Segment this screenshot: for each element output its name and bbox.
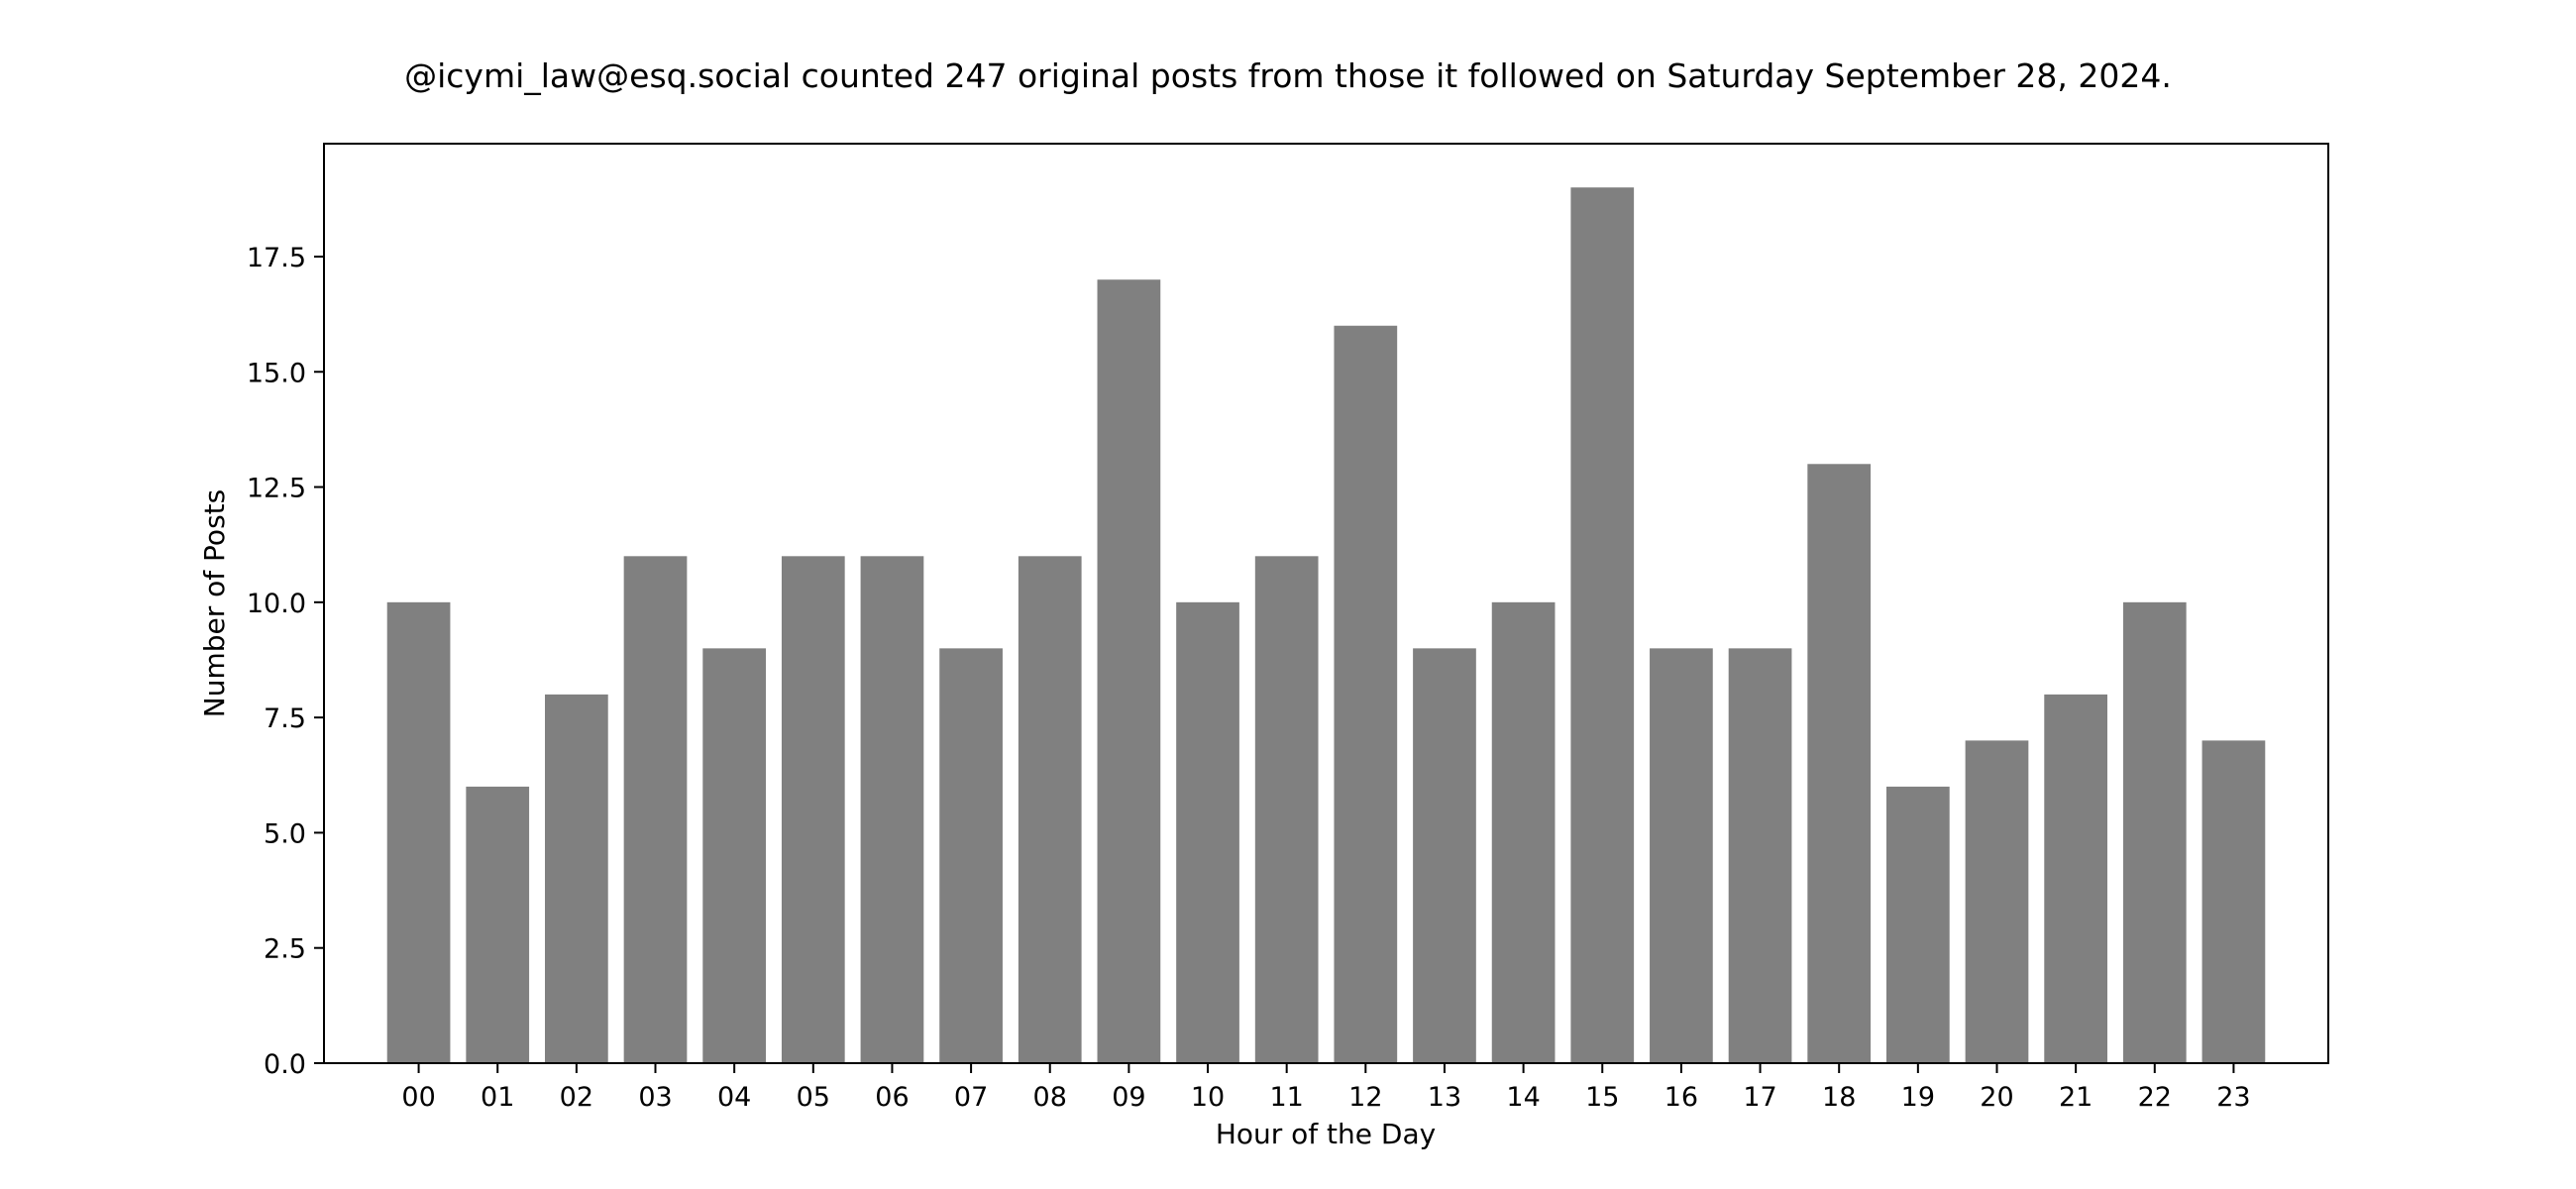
y-tick-label: 17.5: [247, 243, 306, 273]
x-axis: 00 01 02 03 04 05 06 07 08 09 10 11 12 13 14 15 16 17 18 19…: [401, 1063, 2251, 1113]
x-tick-label: 20: [1980, 1082, 2013, 1113]
x-axis-label: Hour of the Day: [1216, 1118, 1436, 1150]
x-tick-label: 13: [1428, 1082, 1461, 1113]
bar-14: [1491, 601, 1556, 1063]
x-tick-label: 08: [1033, 1082, 1067, 1113]
x-tick-label: 12: [1348, 1082, 1382, 1113]
x-tick-label: 10: [1191, 1082, 1225, 1113]
y-tick-label: 2.5: [264, 934, 306, 965]
bar-22: [2122, 601, 2187, 1063]
bar-19: [1885, 786, 1950, 1063]
plot-frame: [323, 143, 2329, 1064]
x-tick-label: 17: [1743, 1082, 1776, 1113]
y-tick-label: 0.0: [264, 1049, 306, 1080]
x-tick-label: 19: [1901, 1082, 1935, 1113]
bar-08: [1018, 556, 1082, 1063]
y-tick-label: 15.0: [247, 358, 306, 388]
x-tick-label: 00: [401, 1082, 435, 1113]
x-tick-label: 22: [2138, 1082, 2172, 1113]
bar-21: [2044, 694, 2107, 1063]
x-tick-label: 03: [638, 1082, 672, 1113]
x-tick-label: 09: [1112, 1082, 1145, 1113]
x-tick-label: 01: [481, 1082, 514, 1113]
bar-01: [466, 786, 530, 1063]
bar-12: [1334, 325, 1398, 1063]
y-tick-label: 10.0: [247, 589, 306, 619]
y-axis: 0.0 2.5 5.0 7.5 10.0 12.5 15.0 17.5: [247, 243, 324, 1080]
x-tick-label: 11: [1269, 1082, 1303, 1113]
bar-04: [702, 648, 767, 1063]
x-tick-label: 14: [1506, 1082, 1540, 1113]
y-tick-label: 12.5: [247, 474, 306, 504]
bar-09: [1097, 279, 1161, 1064]
bar-15: [1570, 187, 1635, 1063]
bars-group: [386, 187, 2266, 1064]
x-tick-label: 07: [954, 1082, 988, 1113]
bar-17: [1728, 648, 1792, 1063]
bar-20: [1965, 740, 2029, 1063]
x-tick-label: 18: [1822, 1082, 1856, 1113]
bar-11: [1254, 556, 1319, 1063]
y-axis-label: Number of Posts: [198, 489, 231, 717]
y-tick-label: 7.5: [264, 703, 306, 734]
y-tick-label: 5.0: [264, 818, 306, 849]
bar-10: [1176, 601, 1239, 1063]
bar-00: [386, 601, 451, 1063]
bar-23: [2201, 740, 2266, 1063]
bar-16: [1650, 648, 1713, 1063]
x-tick-label: 16: [1664, 1082, 1698, 1113]
bar-13: [1413, 648, 1476, 1063]
x-tick-label: 04: [717, 1082, 751, 1113]
chart-title: @icymi_law@esq.social counted 247 origin…: [404, 56, 2172, 95]
x-tick-label: 15: [1585, 1082, 1619, 1113]
x-tick-label: 02: [560, 1082, 593, 1113]
x-tick-label: 23: [2216, 1082, 2250, 1113]
x-tick-label: 21: [2059, 1082, 2093, 1113]
bar-05: [781, 556, 845, 1063]
x-tick-label: 06: [875, 1082, 909, 1113]
bar-03: [623, 556, 688, 1063]
bar-06: [860, 556, 924, 1063]
bar-07: [939, 648, 1003, 1063]
x-tick-label: 05: [797, 1082, 830, 1113]
bar-02: [545, 694, 608, 1063]
bar-18: [1807, 464, 1872, 1063]
